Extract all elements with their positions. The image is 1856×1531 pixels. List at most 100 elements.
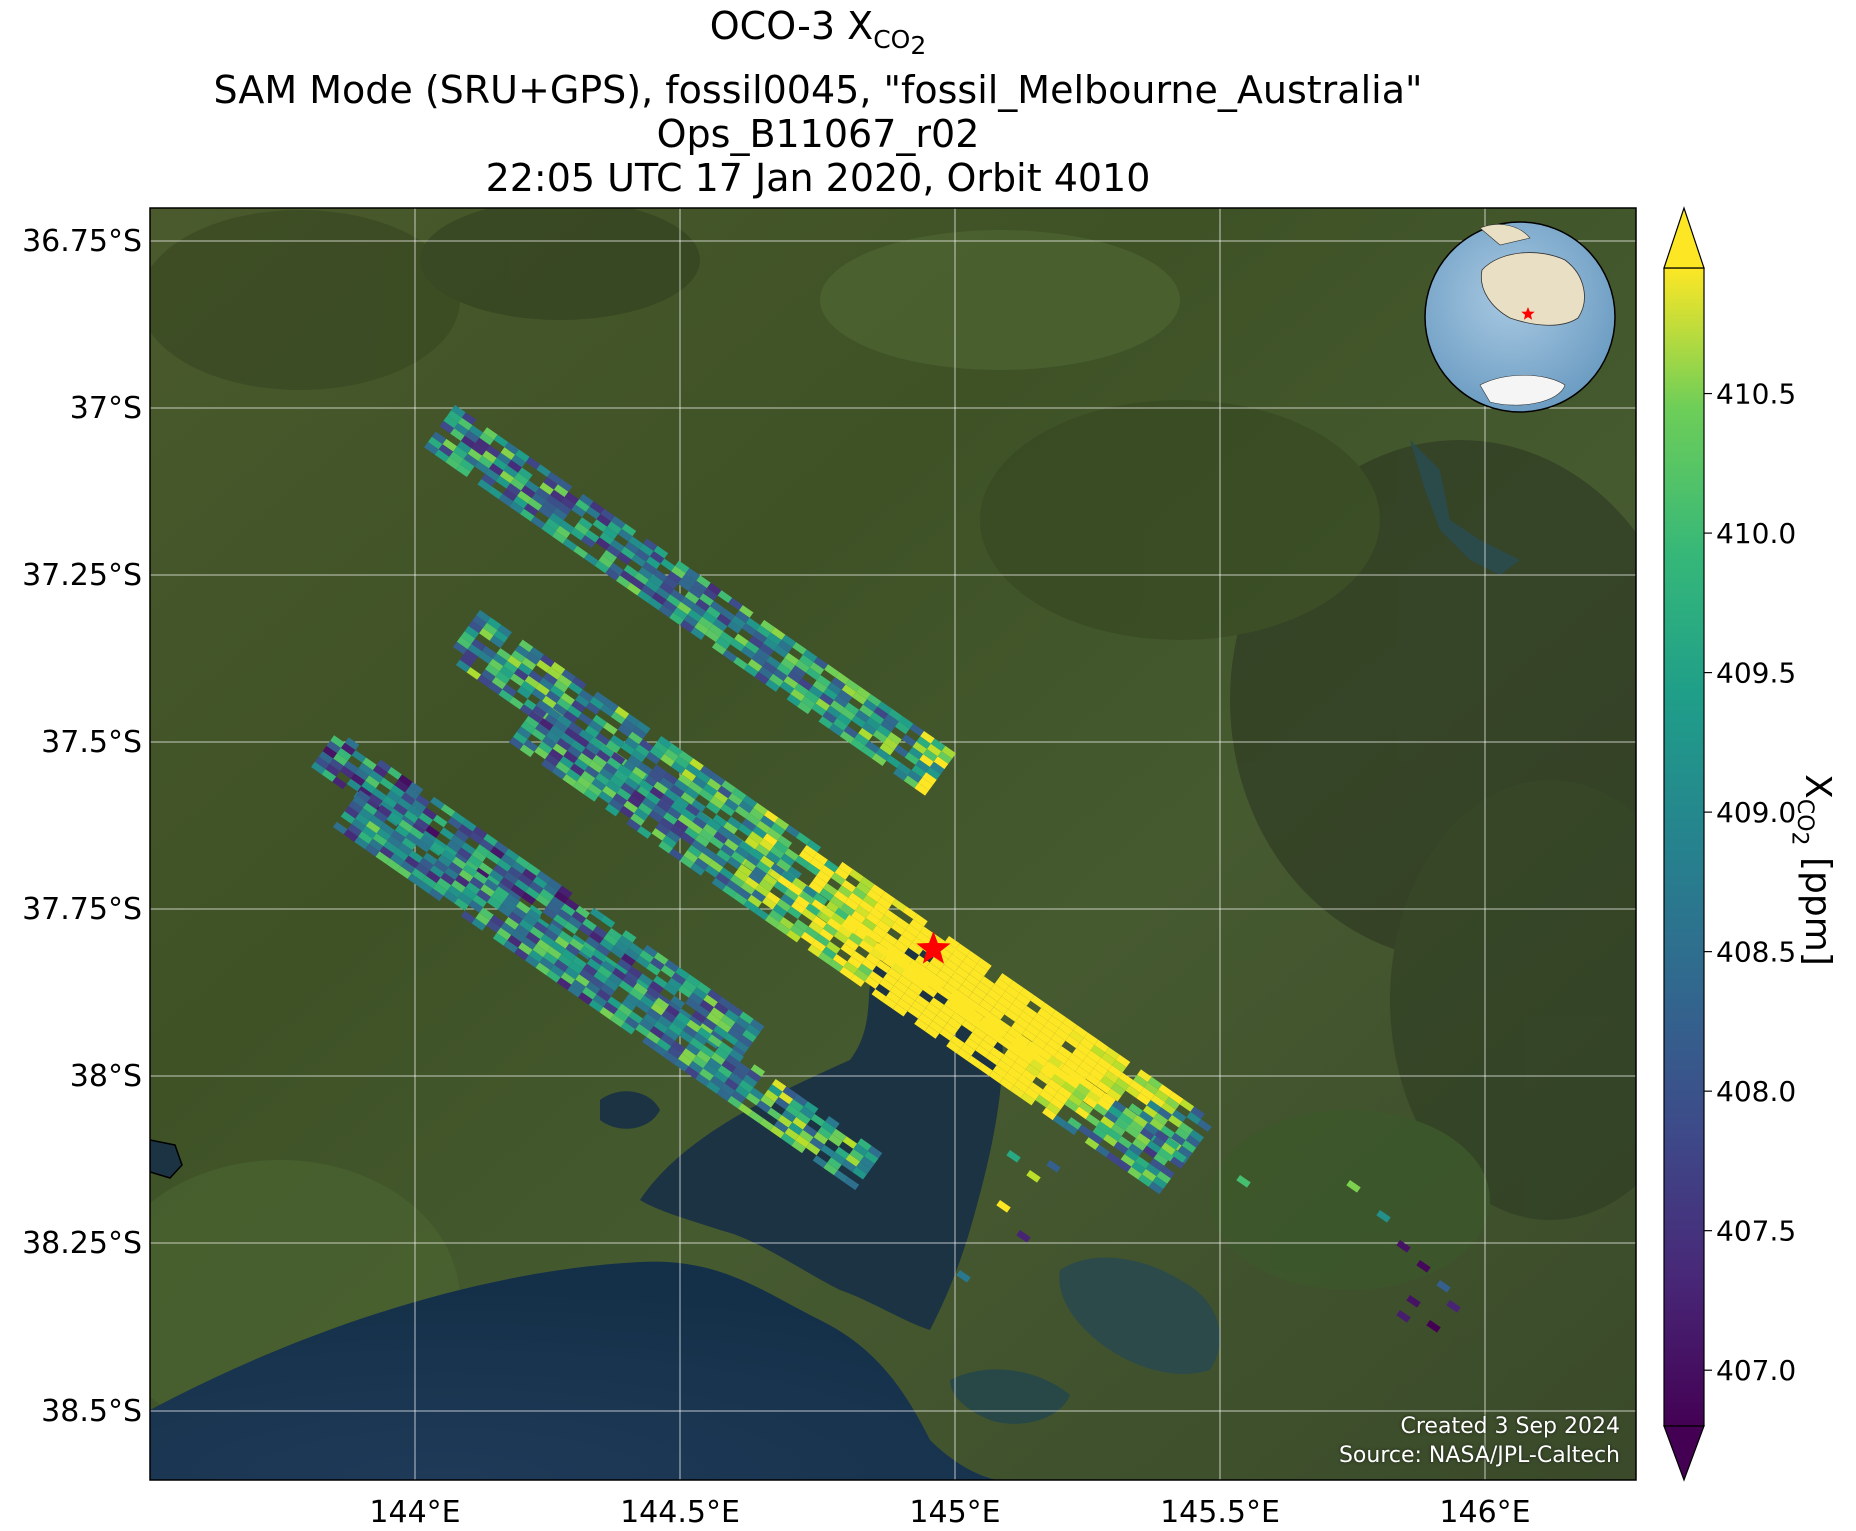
xco2-sounding [853, 1143, 868, 1157]
xco2-sounding [621, 998, 637, 1012]
xco2-sounding [549, 725, 565, 739]
xco2-sounding [919, 966, 935, 980]
xco2-sounding [515, 924, 530, 938]
xco2-sounding [894, 917, 910, 930]
xco2-sounding [598, 791, 613, 804]
target-star-marker [916, 931, 951, 964]
xco2-sounding [612, 793, 628, 806]
xco2-sounding [691, 799, 706, 813]
xco2-sounding [730, 638, 745, 652]
xco2-sounding [946, 1040, 961, 1054]
xco2-sounding [1143, 1122, 1159, 1136]
xco2-sounding [434, 449, 450, 463]
xco2-sounding [793, 1093, 808, 1107]
xco2-sounding [574, 758, 589, 771]
xco2-sounding [709, 796, 725, 809]
xco2-sounding [759, 878, 774, 892]
xco2-sounding [563, 921, 579, 935]
xco2-sounding [865, 953, 881, 966]
xco2-sounding [485, 468, 500, 482]
colorbar-extend-max [1663, 206, 1705, 269]
xco2-sounding [720, 844, 735, 857]
xco2-sounding [787, 670, 802, 684]
xco2-sounding [553, 914, 568, 927]
xco2-sounding [642, 1036, 657, 1050]
xco2-sounding [411, 868, 426, 881]
xco2-sounding [1061, 1081, 1076, 1094]
xco2-sounding [390, 785, 405, 798]
xco2-sounding [956, 1270, 971, 1283]
xco2-sounding [1152, 1176, 1168, 1189]
xco2-sounding [559, 520, 575, 534]
xco2-sounding [866, 929, 882, 943]
xco2-sounding [550, 896, 565, 909]
xco2-sounding [455, 874, 470, 888]
xco2-sounding [422, 807, 437, 820]
xco2-sounding [437, 854, 453, 868]
xco2-sounding [677, 814, 693, 827]
xco2-sounding [662, 835, 677, 849]
xco2-sounding [1127, 1166, 1142, 1180]
xco2-sounding [893, 768, 908, 781]
xco2-sounding [671, 761, 686, 775]
xco2-sounding [889, 985, 905, 999]
title-line-2: SAM Mode (SRU+GPS), fossil0045, "fossil_… [213, 67, 1423, 112]
xco2-sounding [510, 673, 525, 687]
xco2-sounding [849, 1148, 864, 1162]
xco2-sounding [649, 551, 665, 564]
xco2-sounding [551, 766, 567, 780]
xco2-sounding [359, 808, 374, 821]
xco2-sounding [575, 974, 590, 987]
xco2-sounding [1008, 1003, 1023, 1017]
xco2-sounding [945, 936, 960, 949]
xco2-sounding [480, 884, 495, 897]
xco2-sounding [840, 903, 856, 916]
xco2-sounding [698, 852, 713, 866]
xco2-sounding [951, 972, 966, 985]
xco2-sounding [1007, 1067, 1022, 1080]
xco2-sounding [962, 996, 978, 1010]
xco2-sounding [546, 707, 562, 721]
xco2-sounding [497, 904, 513, 917]
xco2-sounding [666, 830, 681, 843]
xco2-sounding [561, 948, 577, 962]
xco2-sounding [560, 732, 575, 746]
xco2-sounding [535, 723, 550, 736]
xco2-sounding [581, 535, 596, 548]
xco2-sounding [700, 765, 715, 779]
xco2-sounding [1128, 1143, 1143, 1157]
xco2-sounding [618, 935, 633, 949]
xco2-sounding [802, 1124, 818, 1138]
xco2-sounding [453, 852, 468, 866]
xco2-sounding [738, 840, 754, 854]
xco2-sounding [723, 1032, 739, 1046]
xco2-sounding [709, 1075, 725, 1089]
xco2-sounding [776, 899, 792, 912]
xco2-sounding [728, 597, 743, 611]
xco2-sounding [549, 513, 564, 526]
xco2-sounding [631, 790, 646, 803]
xco2-sounding [864, 976, 880, 989]
xco2-sounding [737, 864, 753, 877]
xco2-sounding [684, 786, 700, 800]
xco2-sounding [461, 842, 476, 855]
xco2-sounding [792, 877, 807, 891]
xco2-sounding [344, 737, 360, 751]
xco2-sounding [780, 1133, 796, 1146]
xco2-sounding [564, 727, 579, 741]
xco2-sounding [777, 875, 792, 889]
xco2-sounding [617, 764, 633, 778]
xco2-sounding [1036, 1071, 1051, 1085]
xco2-sounding [711, 642, 727, 655]
xco2-sounding [994, 978, 1010, 992]
xco2-sounding [682, 1025, 698, 1038]
xco2-sounding [868, 971, 884, 984]
xco2-sounding [527, 498, 543, 511]
xco2-sounding [1136, 1092, 1151, 1106]
xco2-sounding [859, 704, 874, 718]
xco2-sounding [585, 506, 601, 520]
xco2-sounding [724, 1009, 740, 1023]
xco2-sounding [671, 565, 686, 579]
xco2-sounding [671, 1040, 686, 1054]
xco2-sounding [735, 610, 750, 624]
